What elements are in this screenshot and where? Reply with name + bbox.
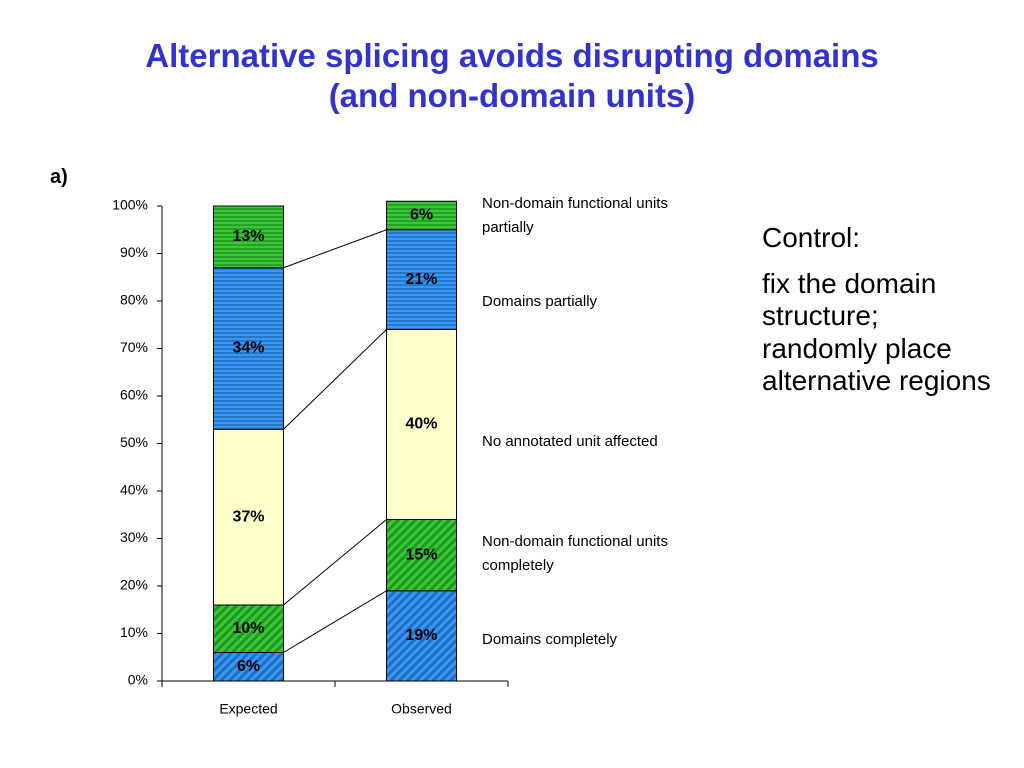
side-heading: Control: [762, 222, 861, 253]
legend-label: Domains partially [482, 293, 598, 310]
connector-line [283, 229, 387, 269]
y-tick-label: 20% [120, 577, 148, 593]
y-tick-label: 50% [120, 434, 148, 450]
bar-hatch [213, 605, 284, 653]
connector-line [283, 590, 387, 653]
value-label: 34% [232, 340, 264, 357]
bar-hatch [386, 590, 457, 681]
side-text: Control: fix the domain structure; rando… [762, 222, 992, 411]
value-label: 37% [232, 508, 264, 525]
value-label: 21% [405, 271, 437, 288]
value-label: 19% [405, 627, 437, 644]
y-tick-label: 0% [128, 672, 148, 688]
value-label: 6% [237, 658, 260, 675]
panel-label: a) [50, 166, 68, 188]
connector-line [283, 519, 387, 606]
y-tick-label: 40% [120, 482, 148, 498]
y-tick-label: 10% [120, 624, 148, 640]
value-label: 15% [405, 546, 437, 563]
bar-segment [213, 429, 284, 605]
value-label: 13% [232, 228, 264, 245]
bar-hatch [386, 519, 457, 591]
y-tick-label: 90% [120, 244, 148, 260]
y-tick-label: 100% [112, 197, 148, 213]
legend-label: No annotated unit affected [482, 433, 658, 450]
bar-hatch [386, 201, 457, 230]
y-tick-label: 70% [120, 339, 148, 355]
connector-line [283, 329, 387, 430]
bar-hatch [213, 652, 284, 681]
y-tick-label: 60% [120, 387, 148, 403]
legend-label: Domains completely [482, 631, 618, 648]
bar-outline [213, 205, 284, 269]
legend-label: Non-domain functional units partially [482, 195, 668, 236]
value-label: 6% [410, 207, 433, 224]
bar-hatch [386, 229, 457, 330]
bar-hatch [213, 206, 284, 268]
value-label: 10% [232, 620, 264, 637]
side-body: fix the domain structure; randomly place… [762, 268, 991, 396]
x-tick-label: Expected [219, 701, 277, 717]
bar-segment [386, 329, 457, 520]
x-tick-label: Observed [391, 701, 452, 717]
slide-title: Alternative splicing avoids disrupting d… [145, 37, 879, 115]
y-tick-label: 80% [120, 292, 148, 308]
bar-outline [386, 200, 457, 231]
bar-hatch [213, 267, 284, 430]
legend-label: Non-domain functional units completely [482, 533, 668, 574]
y-tick-label: 30% [120, 529, 148, 545]
value-label: 40% [405, 416, 437, 433]
